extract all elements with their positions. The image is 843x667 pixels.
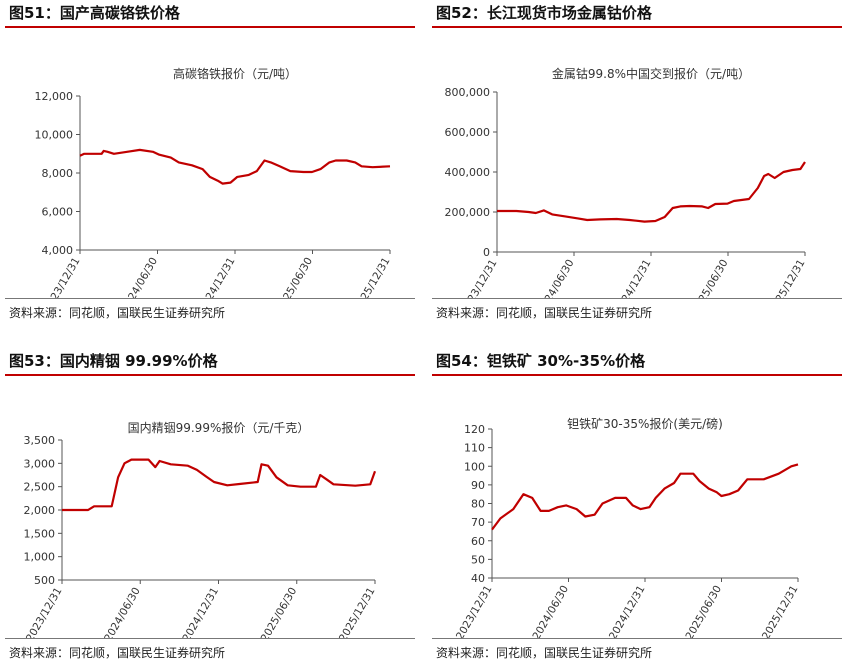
figure-51-panel: 图51：国产高碳铬铁价格 高碳铬铁报价（元/吨） 4,000 6,000 8,000 1…: [5, 0, 415, 327]
y-tick-label: 0: [483, 246, 490, 259]
chart-title: 金属钴99.8%中国交到报价（元/吨）: [552, 66, 750, 81]
y-tick-label: 3,500: [24, 434, 56, 447]
chart-svg: 高碳铬铁报价（元/吨） 4,000 6,000 8,000 10,000 12,000 20…: [35, 66, 393, 299]
x-tick-label: 2023/12/31: [454, 584, 495, 639]
y-tick-label: 90: [471, 479, 485, 492]
x-tick-label: 2025/06/30: [683, 584, 724, 639]
chart-plot: 金属钴99.8%中国交到报价（元/吨） 0 200,000 400,000 600,00…: [432, 28, 842, 298]
y-tick-label: 100: [464, 460, 485, 473]
x-tick-label: 2025/12/31: [352, 256, 393, 299]
y-tick-label: 12,000: [35, 90, 74, 103]
x-tick-label: 2024/06/30: [536, 258, 577, 299]
y-tick-label: 40: [471, 572, 485, 585]
x-tick-label: 2024/12/31: [613, 258, 654, 299]
y-tick-label: 600,000: [445, 126, 491, 139]
y-tick-label: 70: [471, 516, 485, 529]
chart-svg: 国内精铟99.99%报价（元/千克） 500 1,000 1,500 2,000 2,50…: [24, 420, 378, 639]
series-line: [491, 463, 799, 531]
y-tick-label: 10,000: [35, 129, 74, 142]
y-tick-label: 2,500: [24, 481, 56, 494]
y-tick-label: 6,000: [42, 206, 74, 219]
x-tick-label: 2025/06/30: [690, 258, 731, 299]
y-tick-label: 800,000: [445, 86, 491, 99]
x-tick-label: 2025/12/31: [767, 258, 808, 299]
chart-title: 高碳铬铁报价（元/吨）: [173, 66, 297, 81]
series-line: [497, 161, 806, 223]
y-tick-label: 3,000: [24, 457, 56, 470]
chart-title: 国内精铟99.99%报价（元/千克）: [128, 420, 310, 435]
series-line: [79, 148, 391, 185]
y-tick-label: 110: [464, 442, 485, 455]
series-line: [62, 458, 377, 512]
source-note: 资料来源：同花顺，国联民生证券研究所: [432, 638, 842, 667]
figure-title: 图54：钽铁矿 30%-35%价格: [432, 348, 842, 376]
y-tick-label: 200,000: [445, 206, 491, 219]
chart-plot: 高碳铬铁报价（元/吨） 4,000 6,000 8,000 10,000 12,000 20…: [5, 28, 415, 298]
x-tick-label: 2024/12/31: [197, 256, 238, 299]
y-tick-label: 60: [471, 535, 485, 548]
chart-title: 钽铁矿30-35%报价(美元/磅): [567, 416, 723, 431]
x-tick-label: 2025/12/31: [337, 586, 378, 639]
x-tick-label: 2024/06/30: [530, 584, 571, 639]
y-tick-label: 8,000: [42, 167, 74, 180]
x-tick-label: 2025/06/30: [274, 256, 315, 299]
figure-52-panel: 图52：长江现货市场金属钴价格 金属钴99.8%中国交到报价（元/吨） 0 200,…: [432, 0, 842, 327]
source-note: 资料来源：同花顺，国联民生证券研究所: [432, 298, 842, 327]
y-tick-label: 4,000: [42, 244, 74, 257]
y-tick-label: 500: [34, 574, 55, 587]
chart-plot: 钽铁矿30-35%报价(美元/磅) 40 50 60 70 80 90 100 110 120 20…: [432, 376, 842, 638]
y-tick-label: 1,500: [24, 527, 56, 540]
figure-title: 图53：国内精铟 99.99%价格: [5, 348, 415, 376]
y-tick-label: 1,000: [24, 551, 56, 564]
figure-title: 图51：国产高碳铬铁价格: [5, 0, 415, 28]
x-tick-label: 2024/12/31: [607, 584, 648, 639]
x-tick-label: 2024/06/30: [119, 256, 160, 299]
y-tick-label: 50: [471, 553, 485, 566]
figure-title: 图52：长江现货市场金属钴价格: [432, 0, 842, 28]
x-tick-label: 2023/12/31: [24, 586, 65, 639]
chart-svg: 金属钴99.8%中国交到报价（元/吨） 0 200,000 400,000 600,00…: [445, 66, 808, 299]
x-tick-label: 2025/12/31: [760, 584, 801, 639]
chart-svg: 钽铁矿30-35%报价(美元/磅) 40 50 60 70 80 90 100 110 120 20…: [454, 416, 801, 639]
x-tick-label: 2024/06/30: [102, 586, 143, 639]
x-tick-label: 2023/12/31: [459, 258, 500, 299]
source-note: 资料来源：同花顺，国联民生证券研究所: [5, 298, 415, 327]
source-note: 资料来源：同花顺，国联民生证券研究所: [5, 638, 415, 667]
x-tick-label: 2023/12/31: [42, 256, 83, 299]
x-tick-label: 2024/12/31: [180, 586, 221, 639]
y-tick-label: 120: [464, 423, 485, 436]
x-tick-label: 2025/06/30: [259, 586, 300, 639]
chart-plot: 国内精铟99.99%报价（元/千克） 500 1,000 1,500 2,000 2,50…: [5, 376, 415, 638]
y-tick-label: 80: [471, 498, 485, 511]
y-tick-label: 400,000: [445, 166, 491, 179]
figure-54-panel: 图54：钽铁矿 30%-35%价格 钽铁矿30-35%报价(美元/磅) 40 50 6…: [432, 348, 842, 667]
y-tick-label: 2,000: [24, 504, 56, 517]
figure-53-panel: 图53：国内精铟 99.99%价格 国内精铟99.99%报价（元/千克） 500 1…: [5, 348, 415, 667]
